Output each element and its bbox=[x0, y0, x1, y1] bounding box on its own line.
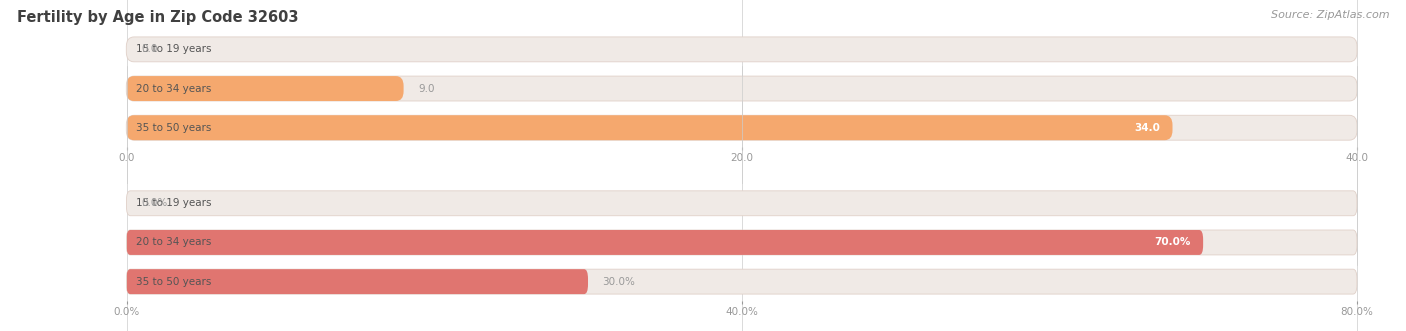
Text: 35 to 50 years: 35 to 50 years bbox=[136, 277, 212, 287]
Text: Fertility by Age in Zip Code 32603: Fertility by Age in Zip Code 32603 bbox=[17, 10, 298, 25]
FancyBboxPatch shape bbox=[127, 37, 1357, 62]
FancyBboxPatch shape bbox=[127, 76, 404, 101]
Text: 30.0%: 30.0% bbox=[603, 277, 636, 287]
Text: 20 to 34 years: 20 to 34 years bbox=[136, 83, 212, 94]
Text: 0.0%: 0.0% bbox=[141, 198, 167, 208]
Text: 9.0: 9.0 bbox=[418, 83, 434, 94]
FancyBboxPatch shape bbox=[127, 269, 588, 294]
Text: 70.0%: 70.0% bbox=[1154, 237, 1191, 248]
Text: 34.0: 34.0 bbox=[1135, 123, 1160, 133]
FancyBboxPatch shape bbox=[127, 230, 1204, 255]
FancyBboxPatch shape bbox=[127, 191, 1357, 216]
FancyBboxPatch shape bbox=[127, 115, 1357, 140]
Text: 20 to 34 years: 20 to 34 years bbox=[136, 237, 212, 248]
Text: 15 to 19 years: 15 to 19 years bbox=[136, 44, 212, 54]
FancyBboxPatch shape bbox=[127, 76, 1357, 101]
FancyBboxPatch shape bbox=[127, 115, 1173, 140]
FancyBboxPatch shape bbox=[127, 230, 1357, 255]
Text: 35 to 50 years: 35 to 50 years bbox=[136, 123, 212, 133]
Text: Source: ZipAtlas.com: Source: ZipAtlas.com bbox=[1271, 10, 1389, 20]
FancyBboxPatch shape bbox=[127, 269, 1357, 294]
Text: 0.0: 0.0 bbox=[141, 44, 157, 54]
Text: 15 to 19 years: 15 to 19 years bbox=[136, 198, 212, 208]
